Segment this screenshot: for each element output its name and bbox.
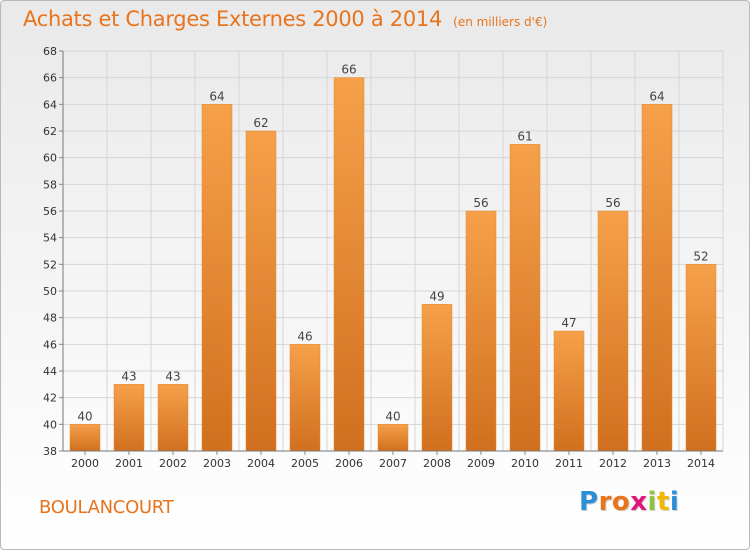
y-tick-label: 42 xyxy=(43,392,57,405)
y-tick-label: 50 xyxy=(43,285,57,298)
y-tick-label: 60 xyxy=(43,152,57,165)
bar[interactable] xyxy=(641,104,673,452)
bars: 40 43 43 64 62 46 66 40 49 56 61 47 56 64 52 xyxy=(69,63,717,452)
y-tick-label: 46 xyxy=(43,338,57,351)
data-label: 56 xyxy=(605,196,620,210)
x-tick-label: 2007 xyxy=(379,457,407,470)
x-tick-label: 2011 xyxy=(555,457,583,470)
x-tick-label: 2006 xyxy=(335,457,363,470)
logo-letter: x xyxy=(630,487,648,517)
y-tick-label: 62 xyxy=(43,125,57,138)
bar[interactable] xyxy=(69,424,101,452)
x-tick-label: 2013 xyxy=(643,457,671,470)
x-tick-label: 2003 xyxy=(203,457,231,470)
x-tick-label: 2008 xyxy=(423,457,451,470)
x-tick-label: 2014 xyxy=(687,457,715,470)
y-tick-label: 44 xyxy=(43,365,57,378)
data-label: 56 xyxy=(473,196,488,210)
bar[interactable] xyxy=(421,304,453,452)
bar[interactable] xyxy=(289,344,321,452)
bar[interactable] xyxy=(509,144,541,452)
bar[interactable] xyxy=(333,77,365,452)
y-tick-label: 52 xyxy=(43,258,57,271)
logo-letter: P xyxy=(579,487,599,517)
data-label: 40 xyxy=(77,409,92,423)
x-tick-label: 2009 xyxy=(467,457,495,470)
x-tick-label: 2010 xyxy=(511,457,539,470)
logo-letter: r xyxy=(598,487,612,517)
y-tick-label: 38 xyxy=(43,445,57,458)
data-label: 62 xyxy=(253,116,268,130)
x-tick-label: 2001 xyxy=(115,457,143,470)
data-label: 43 xyxy=(121,369,136,383)
data-label: 43 xyxy=(165,369,180,383)
chart-subtitle: (en milliers d'€) xyxy=(453,15,548,29)
data-label: 66 xyxy=(341,63,356,77)
bar[interactable] xyxy=(113,384,145,452)
logo-letter: i xyxy=(647,487,657,517)
y-tick-label: 56 xyxy=(43,205,57,218)
bar[interactable] xyxy=(245,130,277,452)
bar[interactable] xyxy=(157,384,189,452)
logo-letter: o xyxy=(611,487,631,517)
data-label: 40 xyxy=(385,409,400,423)
y-tick-label: 48 xyxy=(43,312,57,325)
bar[interactable] xyxy=(465,210,497,452)
bar[interactable] xyxy=(597,210,629,452)
x-tick-label: 2002 xyxy=(159,457,187,470)
data-label: 61 xyxy=(517,129,532,143)
logo-letter: t xyxy=(656,487,670,517)
data-label: 64 xyxy=(649,89,664,103)
y-tick-label: 54 xyxy=(43,232,57,245)
bar[interactable] xyxy=(201,104,233,452)
data-label: 52 xyxy=(693,249,708,263)
y-tick-label: 40 xyxy=(43,418,57,431)
commune-name: BOULANCOURT xyxy=(39,497,174,518)
logo-letter: i xyxy=(669,487,680,517)
data-label: 49 xyxy=(429,289,444,303)
x-tick-label: 2005 xyxy=(291,457,319,470)
y-tick-label: 68 xyxy=(43,45,57,58)
x-tick-label: 2012 xyxy=(599,457,627,470)
y-tick-label: 66 xyxy=(43,72,57,85)
bar[interactable] xyxy=(685,264,717,452)
x-tick-label: 2004 xyxy=(247,457,275,470)
data-label: 46 xyxy=(297,329,312,343)
proxiti-logo[interactable]: Proxiti xyxy=(579,487,679,517)
title-row: Achats et Charges Externes 2000 à 2014 (… xyxy=(23,7,547,31)
bar[interactable] xyxy=(377,424,409,452)
x-tick-label: 2000 xyxy=(71,457,99,470)
chart-title: Achats et Charges Externes 2000 à 2014 xyxy=(23,7,443,31)
axes: 38 40 42 44 46 48 50 52 54 56 58 60 62 64 66 68 2000 2001… xyxy=(43,45,723,470)
y-tick-label: 64 xyxy=(43,98,57,111)
y-tick-label: 58 xyxy=(43,178,57,191)
bar[interactable] xyxy=(553,330,585,452)
data-label: 64 xyxy=(209,89,224,103)
data-label: 47 xyxy=(561,316,576,330)
